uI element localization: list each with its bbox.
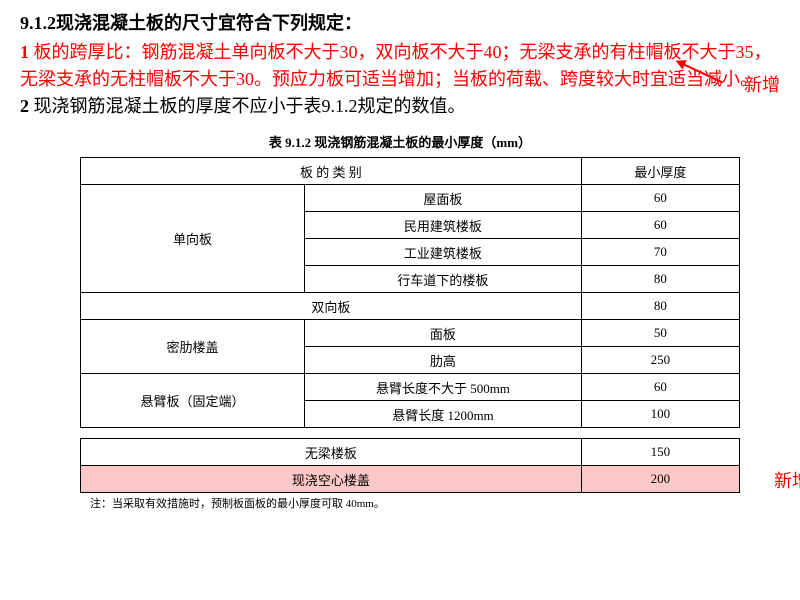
table-header-row: 板 的 类 别 最小厚度 <box>81 158 740 185</box>
cat-cantilever: 悬臂板（固定端） <box>81 374 305 428</box>
cat-beamless: 无梁楼板 <box>81 439 582 466</box>
table-row-highlight: 现浇空心楼盖 200 <box>81 466 740 493</box>
clause-2: 2 现浇钢筋混凝土板的厚度不应小于表9.1.2规定的数值。 <box>20 93 780 120</box>
table-note: 注：当采取有效措施时，预制板面板的最小厚度可取 40mm。 <box>20 495 780 511</box>
sub: 工业建筑楼板 <box>305 239 582 266</box>
new-label-2: 新增 <box>774 467 800 493</box>
clause1-number: 1 <box>20 42 29 62</box>
clause-1: 1 板的跨厚比：钢筋混凝土单向板不大于30，双向板不大于40；无梁支承的有柱帽板… <box>20 39 780 93</box>
table-row: 单向板 屋面板 60 <box>81 185 740 212</box>
hdr-min: 最小厚度 <box>581 158 739 185</box>
heading-text: 现浇混凝土板的尺寸宜符合下列规定： <box>56 13 362 33</box>
sub: 民用建筑楼板 <box>305 212 582 239</box>
val: 100 <box>581 401 739 428</box>
sub: 面板 <box>305 320 582 347</box>
section-heading: 9.1.2现浇混凝土板的尺寸宜符合下列规定： <box>20 10 780 37</box>
val: 80 <box>581 293 739 320</box>
table-secondary: 无梁楼板 150 现浇空心楼盖 200 新增 <box>20 438 780 493</box>
table-row: 无梁楼板 150 <box>81 439 740 466</box>
val: 80 <box>581 266 739 293</box>
val: 70 <box>581 239 739 266</box>
hdr-category: 板 的 类 别 <box>81 158 582 185</box>
sub: 肋高 <box>305 347 582 374</box>
table-title: 表 9.1.2 现浇钢筋混凝土板的最小厚度（mm） <box>20 132 780 151</box>
cat-single: 单向板 <box>81 185 305 293</box>
sub: 屋面板 <box>305 185 582 212</box>
arrow-icon <box>677 61 723 84</box>
val: 60 <box>581 185 739 212</box>
sub: 悬臂长度不大于 500mm <box>305 374 582 401</box>
table-row: 悬臂板（固定端） 悬臂长度不大于 500mm 60 <box>81 374 740 401</box>
val: 60 <box>581 212 739 239</box>
cat-hollow: 现浇空心楼盖 <box>81 466 582 493</box>
val: 150 <box>581 439 739 466</box>
val: 60 <box>581 374 739 401</box>
clause2-number: 2 <box>20 96 29 116</box>
cat-double: 双向板 <box>81 293 582 320</box>
clause2-text: 现浇钢筋混凝土板的厚度不应小于表9.1.2规定的数值。 <box>29 96 466 116</box>
val: 250 <box>581 347 739 374</box>
table-main: 板 的 类 别 最小厚度 单向板 屋面板 60 民用建筑楼板60 工业建筑楼板7… <box>20 157 780 428</box>
cat-dense: 密肋楼盖 <box>81 320 305 374</box>
val: 200 <box>581 466 739 493</box>
table-row: 密肋楼盖 面板 50 <box>81 320 740 347</box>
heading-number: 9.1.2 <box>20 13 56 33</box>
val: 50 <box>581 320 739 347</box>
clause1-text: 板的跨厚比：钢筋混凝土单向板不大于30，双向板不大于40；无梁支承的有柱帽板不大… <box>20 42 772 89</box>
sub: 悬臂长度 1200mm <box>305 401 582 428</box>
table-row: 双向板 80 <box>81 293 740 320</box>
sub: 行车道下的楼板 <box>305 266 582 293</box>
